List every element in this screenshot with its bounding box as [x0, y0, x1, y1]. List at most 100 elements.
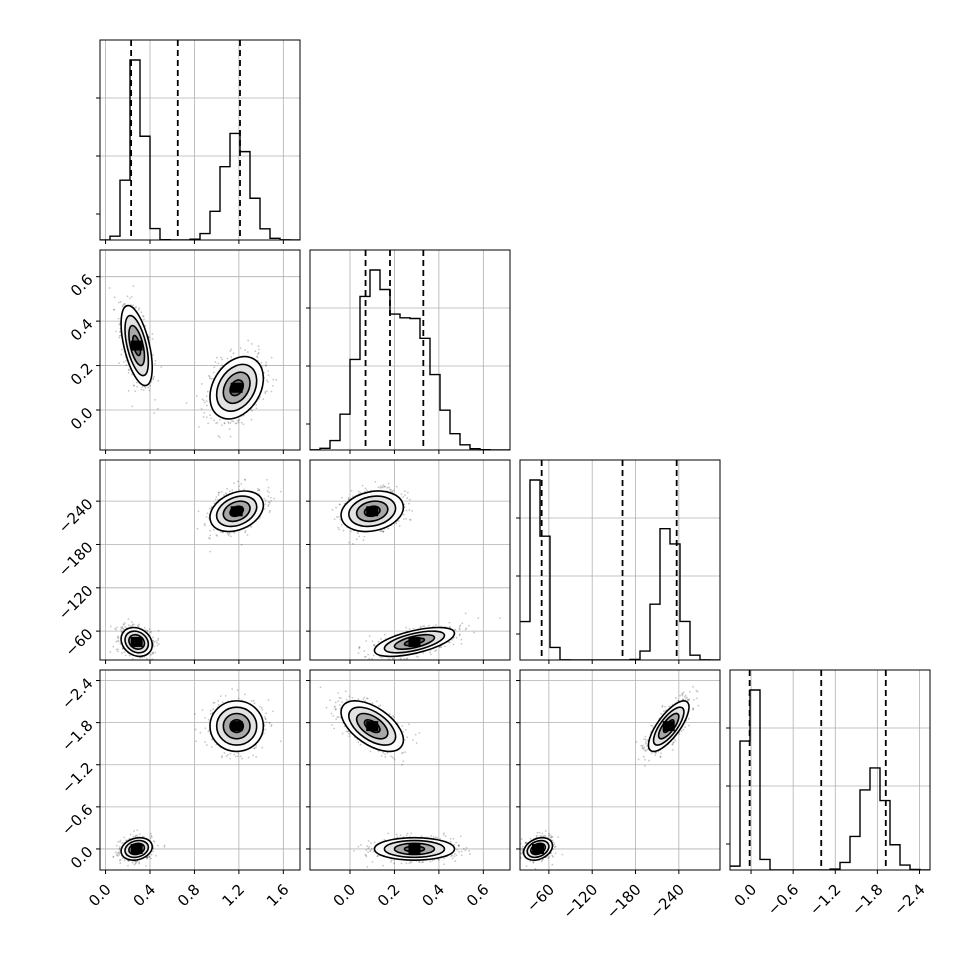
- sample-point: [448, 626, 451, 628]
- sample-point: [400, 493, 403, 496]
- sample-point: [203, 523, 206, 525]
- sample-point: [218, 491, 220, 494]
- sample-point: [151, 353, 154, 356]
- sample-point: [238, 419, 241, 421]
- sample-point: [198, 425, 200, 428]
- sample-point: [119, 301, 122, 303]
- panel-3-0: [100, 670, 300, 870]
- sample-point: [226, 487, 229, 490]
- sample-point: [228, 490, 231, 493]
- sample-point: [257, 352, 260, 354]
- sample-point: [338, 528, 340, 531]
- sample-point: [129, 833, 132, 836]
- sample-point: [255, 407, 258, 410]
- sample-point: [379, 486, 382, 489]
- sample-point: [157, 379, 160, 382]
- sample-point: [120, 631, 123, 634]
- sample-point: [131, 405, 134, 408]
- sample-point: [406, 657, 409, 660]
- sample-point: [156, 641, 158, 644]
- sample-point: [221, 358, 224, 361]
- sample-point: [347, 498, 350, 501]
- sample-point: [265, 361, 268, 364]
- sample-point: [390, 489, 392, 491]
- sample-point: [256, 489, 259, 492]
- sample-point: [383, 633, 386, 636]
- sample-point: [279, 490, 282, 493]
- sample-point: [264, 392, 267, 395]
- sample-point: [150, 853, 153, 856]
- sample-point: [154, 651, 157, 654]
- sample-point: [113, 308, 115, 311]
- sample-point: [406, 497, 409, 499]
- sample-point: [377, 640, 380, 643]
- sample-point: [268, 502, 271, 504]
- sample-point: [358, 535, 361, 538]
- sample-point: [402, 496, 405, 498]
- sample-point: [267, 503, 270, 506]
- sample-point: [133, 830, 135, 832]
- sample-point: [124, 625, 127, 628]
- sample-point: [221, 364, 224, 367]
- sample-point: [136, 860, 139, 863]
- sample-point: [411, 510, 414, 512]
- sample-point: [136, 381, 138, 384]
- sample-point: [392, 657, 394, 660]
- sample-point: [405, 626, 408, 629]
- sample-point: [217, 362, 220, 365]
- sample-point: [118, 847, 121, 850]
- sample-point: [163, 845, 166, 848]
- sample-point: [125, 364, 128, 367]
- sample-point: [448, 621, 451, 624]
- sample-point: [116, 650, 119, 653]
- sample-point: [146, 856, 149, 859]
- sample-point: [119, 859, 122, 861]
- sample-point: [119, 840, 121, 843]
- sample-point: [350, 489, 353, 492]
- sample-point: [153, 641, 156, 644]
- sample-point: [240, 543, 243, 546]
- sample-point: [127, 864, 129, 867]
- sample-point: [152, 377, 155, 380]
- sample-point: [128, 369, 131, 372]
- sample-point: [114, 627, 116, 630]
- sample-point: [408, 628, 411, 631]
- sample-point: [201, 398, 204, 401]
- sample-point: [382, 530, 384, 533]
- sample-point: [220, 356, 223, 359]
- sample-point: [126, 295, 129, 298]
- sample-point: [124, 621, 126, 624]
- sample-point: [223, 494, 225, 497]
- sample-point: [205, 516, 208, 518]
- sample-point: [118, 853, 121, 856]
- sample-point: [206, 404, 208, 407]
- sample-point: [383, 485, 386, 488]
- sample-point: [118, 859, 121, 862]
- sample-point: [417, 656, 420, 658]
- sample-point: [265, 379, 268, 382]
- sample-point: [131, 373, 133, 376]
- sample-point: [412, 627, 415, 630]
- sample-point: [147, 386, 150, 389]
- sample-point: [130, 295, 133, 298]
- sample-point: [122, 304, 124, 307]
- sample-point: [231, 420, 233, 422]
- sample-point: [115, 626, 118, 629]
- sample-point: [380, 638, 382, 640]
- sample-point: [153, 840, 156, 843]
- sample-point: [214, 361, 217, 363]
- sample-point: [196, 527, 199, 530]
- sample-point: [435, 649, 438, 651]
- sample-point: [152, 840, 155, 842]
- sample-point: [371, 658, 374, 660]
- sample-point: [155, 640, 157, 643]
- sample-point: [473, 631, 475, 634]
- sample-point: [160, 366, 163, 368]
- sample-point: [118, 845, 121, 848]
- panel-frame: [99, 249, 301, 451]
- sample-point: [337, 526, 340, 529]
- sample-point: [262, 398, 265, 400]
- sample-point: [434, 650, 437, 652]
- sample-point: [459, 624, 462, 627]
- sample-point: [337, 515, 340, 518]
